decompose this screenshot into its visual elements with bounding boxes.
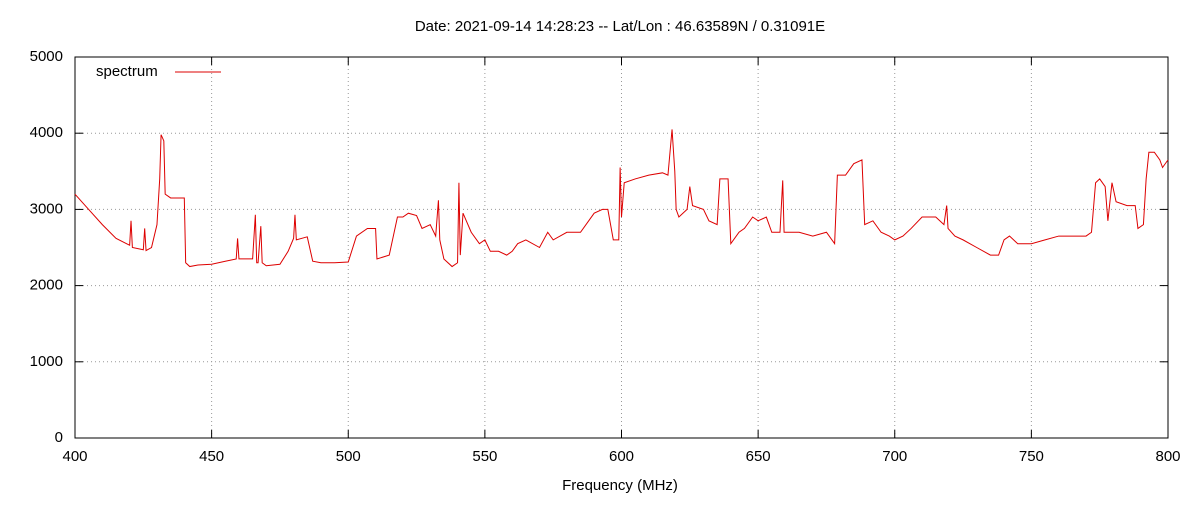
legend-label: spectrum xyxy=(96,63,158,80)
x-tick-label: 800 xyxy=(1155,448,1180,465)
x-tick-label: 600 xyxy=(609,448,634,465)
y-tick-label: 1000 xyxy=(30,353,63,370)
x-tick-label: 750 xyxy=(1019,448,1044,465)
y-tick-label: 3000 xyxy=(30,200,63,217)
x-tick-label: 400 xyxy=(62,448,87,465)
y-tick-label: 2000 xyxy=(30,277,63,294)
y-tick-label: 4000 xyxy=(30,124,63,141)
plot-border xyxy=(74,56,1169,439)
spectrum-line xyxy=(74,129,1169,268)
chart-title: Date: 2021-09-14 14:28:23 -- Lat/Lon : 4… xyxy=(415,18,825,35)
x-tick-label: 550 xyxy=(472,448,497,465)
x-tick-label: 450 xyxy=(199,448,224,465)
x-tick-label: 700 xyxy=(882,448,907,465)
x-tick-label: 500 xyxy=(336,448,361,465)
y-tick-label: 5000 xyxy=(30,48,63,65)
x-axis-label: Frequency (MHz) xyxy=(562,477,678,494)
y-tick-label: 0 xyxy=(55,429,63,446)
x-tick-label: 650 xyxy=(746,448,771,465)
